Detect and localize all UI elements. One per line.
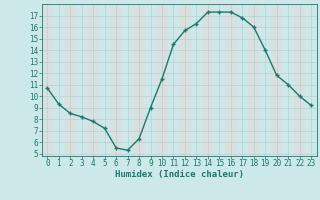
Bar — [225, 4, 236, 156]
Bar — [87, 4, 99, 156]
Bar — [294, 4, 305, 156]
Bar — [202, 4, 214, 156]
X-axis label: Humidex (Indice chaleur): Humidex (Indice chaleur) — [115, 170, 244, 179]
Bar — [110, 4, 122, 156]
Bar — [271, 4, 282, 156]
Bar — [179, 4, 191, 156]
Bar — [156, 4, 168, 156]
Bar — [133, 4, 145, 156]
Bar — [42, 4, 53, 156]
Bar — [248, 4, 260, 156]
Bar — [65, 4, 76, 156]
